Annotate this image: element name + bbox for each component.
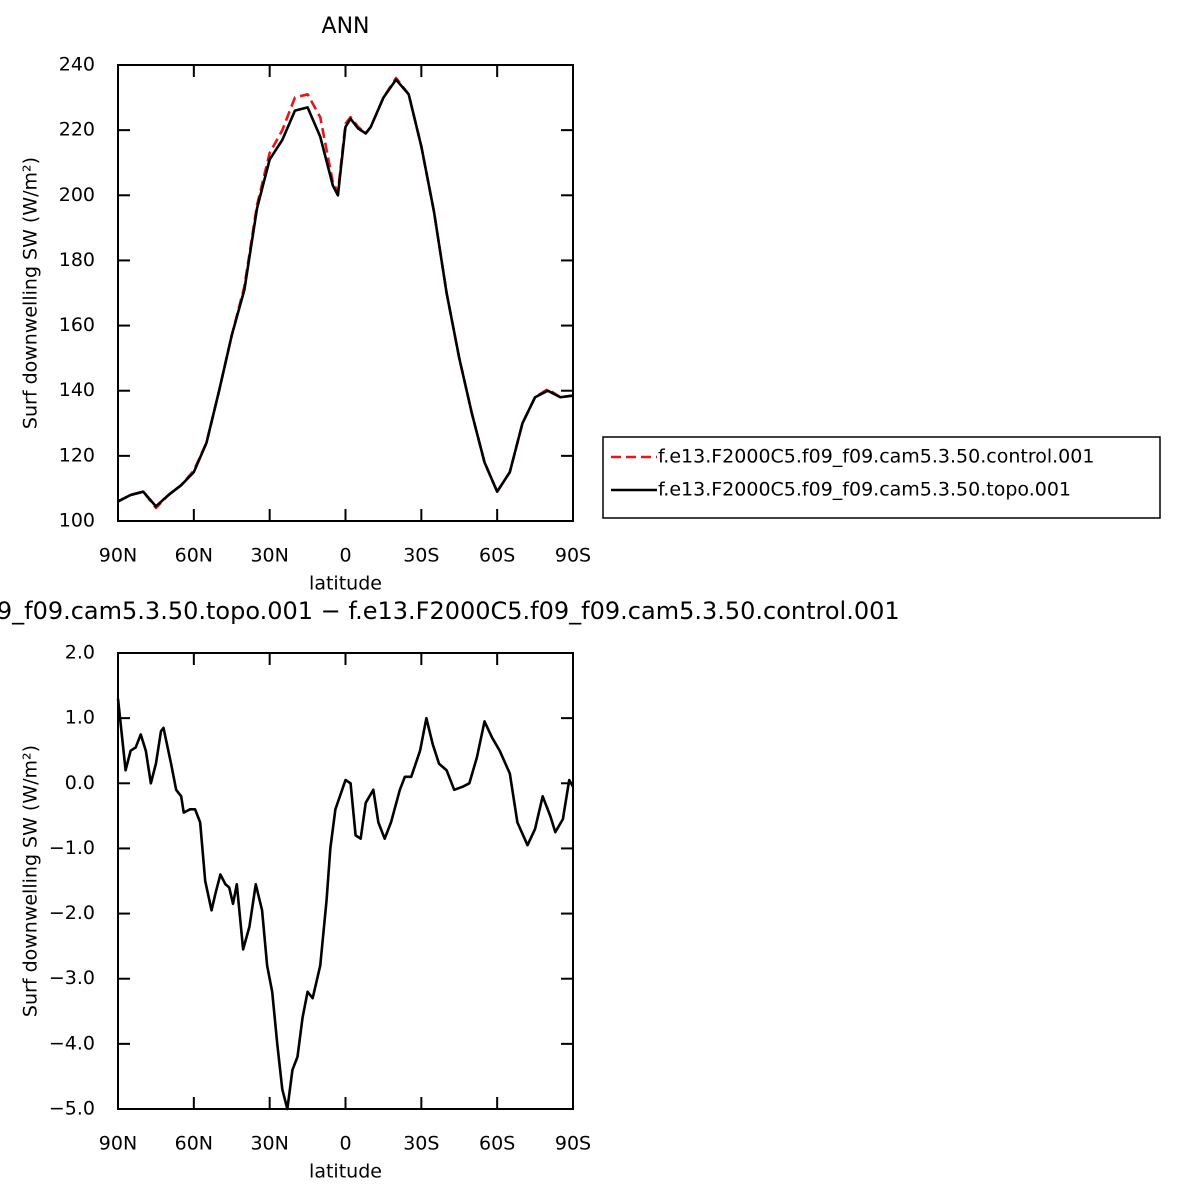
data-line	[116, 698, 575, 1111]
y-tick-label: 2.0	[65, 642, 95, 664]
y-tick-label: 240	[59, 54, 95, 76]
x-axis-label: latitude	[309, 1161, 382, 1183]
y-axis-label: Surf downwelling SW (W/m²)	[20, 157, 42, 429]
y-tick-label: 200	[59, 184, 95, 206]
y-tick-label: −2.0	[49, 902, 95, 924]
legend-box	[602, 436, 1161, 519]
y-tick-label: 1.0	[65, 707, 95, 729]
chart-title: f.e13.F2000C5.f09_f09.cam5.3.50.topo.001…	[0, 597, 900, 625]
x-tick-label: 30N	[250, 1133, 288, 1155]
x-tick-label: 60S	[479, 545, 515, 567]
y-tick-label: −3.0	[49, 967, 95, 989]
chart-title: ANN	[322, 14, 370, 39]
x-tick-label: 30S	[403, 1133, 439, 1155]
x-tick-label: 60S	[479, 1133, 515, 1155]
plot-frame	[117, 64, 574, 522]
data-line	[117, 78, 574, 508]
legend-label: f.e13.F2000C5.f09_f09.cam5.3.50.topo.001	[658, 479, 1071, 501]
y-tick-label: −5.0	[49, 1098, 95, 1120]
x-tick-label: 30N	[250, 545, 288, 567]
plot-frame	[117, 652, 574, 1110]
y-tick-label: −1.0	[49, 837, 95, 859]
x-axis-label: latitude	[309, 573, 382, 595]
y-tick-label: 100	[59, 510, 95, 532]
y-tick-label: 0.0	[65, 772, 95, 794]
y-tick-label: 220	[59, 119, 95, 141]
y-tick-label: 160	[59, 314, 95, 336]
y-tick-label: 140	[59, 379, 95, 401]
x-tick-label: 60N	[175, 545, 213, 567]
y-axis-label: Surf downwelling SW (W/m²)	[20, 745, 42, 1017]
x-tick-label: 90S	[555, 545, 591, 567]
x-tick-label: 0	[339, 1133, 351, 1155]
y-tick-label: 120	[59, 444, 95, 466]
data-line	[117, 76, 574, 510]
x-tick-label: 90N	[99, 1133, 137, 1155]
x-tick-label: 0	[339, 545, 351, 567]
x-tick-label: 90N	[99, 545, 137, 567]
x-tick-label: 30S	[403, 545, 439, 567]
x-tick-label: 60N	[175, 1133, 213, 1155]
y-tick-label: 180	[59, 249, 95, 271]
x-tick-label: 90S	[555, 1133, 591, 1155]
y-tick-label: −4.0	[49, 1032, 95, 1054]
legend-label: f.e13.F2000C5.f09_f09.cam5.3.50.control.…	[658, 446, 1094, 468]
